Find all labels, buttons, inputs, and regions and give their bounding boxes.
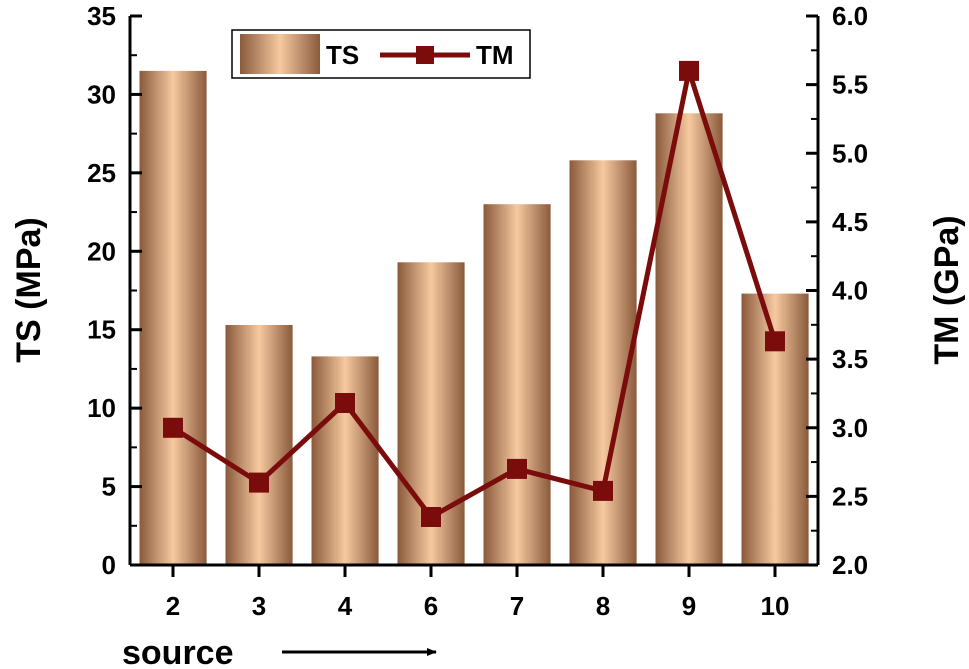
y2-tick-label: 2.5 [832,481,868,511]
x-axis-title: source [122,634,234,669]
y-tick-label: 10 [87,393,116,423]
axes-group: 0 5 10 15 20 25 30 35 2.0 2.5 3.0 3.5 4.0 4.5 5.0 5.5 6.… [87,1,868,621]
tm-line-group [163,60,785,527]
x-tick-label: 3 [252,591,266,621]
ts-bar-2 [139,70,207,566]
tm-line [171,68,778,520]
y-tick-label: 20 [87,236,116,266]
y2-tick-label: 3.5 [832,344,868,374]
y-tick-label: 30 [87,79,116,109]
bars-group [139,70,809,566]
y2-tick-label: 5.5 [832,70,868,100]
y-tick-label: 25 [87,158,116,188]
tm-point-10 [765,331,785,352]
y2-axis-title: TM (GPa) [928,215,966,364]
ts-bar-3 [225,325,293,565]
tm-point-9 [679,60,699,81]
x-tick-label: 9 [682,591,696,621]
legend: TS TM [231,29,531,79]
ts-bar-4 [311,356,379,565]
y2-tick-label: 4.0 [832,276,868,306]
x-tick-label: 4 [338,591,353,621]
ts-bar-8 [569,160,637,566]
ts-bar-7 [483,204,551,565]
y-tick-label: 35 [87,1,116,31]
tm-point-4 [335,393,355,413]
tm-point-8 [593,480,613,501]
y-tick-label: 15 [87,315,116,345]
y2-tick-label: 3.0 [832,413,868,443]
y2-tick-label: 6.0 [832,1,868,31]
legend-tm-marker [416,46,434,64]
legend-ts-label: TS [326,40,359,70]
y-tick-label: 0 [102,550,116,580]
legend-tm-label: TM [476,40,514,70]
y2-tick-label: 2.0 [832,550,868,580]
x-tick-label: 10 [761,591,790,621]
y-tick-label: 5 [102,472,116,502]
y2-tick-label: 5.0 [832,138,868,168]
tm-point-7 [507,458,527,479]
x-tick-label: 7 [510,591,524,621]
tm-point-3 [249,472,269,493]
x-tick-label: 6 [424,591,438,621]
legend-ts-swatch [240,34,320,74]
y-axis-title: TS (MPa) [10,217,48,362]
tm-point-2 [163,417,183,438]
tm-point-6 [421,507,441,527]
x-tick-label: 8 [596,591,610,621]
y2-tick-label: 4.5 [832,207,868,237]
x-tick-label: 2 [166,591,180,621]
